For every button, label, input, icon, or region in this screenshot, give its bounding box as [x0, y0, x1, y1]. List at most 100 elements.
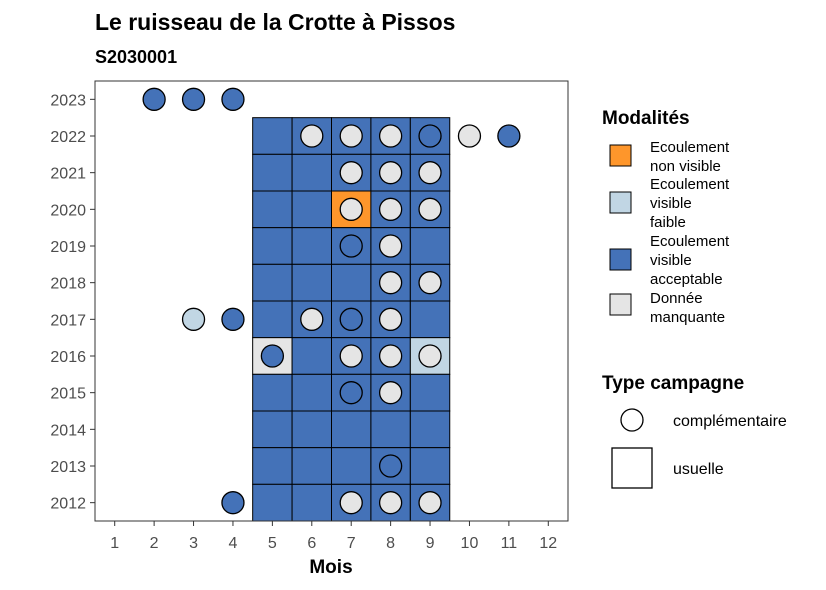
cell-2021-7 — [331, 153, 372, 192]
point-2022-7 — [339, 124, 363, 148]
legend-label-non_visible: Ecoulement non visible — [650, 139, 730, 175]
cell-2019-5 — [252, 227, 293, 265]
legend-modalites: Modalités Ecoulement non visibleEcoulemen… — [602, 108, 730, 326]
legend-key-acceptable — [609, 248, 632, 271]
legend-type-campagne-title: Type campagne — [602, 373, 744, 394]
x-tick-label: 8 — [386, 535, 395, 552]
y-tick-label: 2016 — [50, 349, 86, 366]
point-2012-7 — [339, 491, 363, 515]
point-2019-8 — [378, 234, 403, 258]
y-tick-label: 2015 — [50, 386, 86, 403]
point-2013-8 — [378, 454, 403, 478]
point-2015-8 — [378, 381, 403, 405]
point-2015-7 — [339, 381, 363, 405]
x-tick-label: 9 — [426, 535, 435, 552]
cell-2015-5 — [252, 373, 293, 412]
cell-2021-6 — [291, 153, 333, 192]
x-tick-label: 4 — [229, 535, 238, 552]
point-2012-8 — [378, 491, 403, 515]
legend-key-manquante — [609, 293, 632, 316]
legend-shape-label-square: usuelle — [673, 461, 724, 478]
point-2023-3 — [181, 87, 206, 111]
x-axis: 1 2 3 4 5 6 7 8 9 10 11 12 — [110, 521, 557, 552]
legend-key-faible — [609, 191, 632, 214]
point-2018-9 — [418, 271, 442, 295]
cell-2020-8 — [370, 190, 411, 229]
x-tick-label: 10 — [461, 535, 479, 552]
point-2016-9 — [418, 344, 442, 368]
point-2017-4 — [221, 307, 245, 331]
cell-2017-5 — [252, 300, 293, 339]
legend-key-non_visible — [609, 144, 632, 167]
point-2023-4 — [221, 87, 245, 111]
cell-2014-7 — [331, 410, 372, 449]
chart-subtitle: S2030001 — [95, 47, 177, 67]
cell-2013-7 — [331, 447, 372, 485]
y-tick-label: 2017 — [50, 312, 86, 329]
point-2017-8 — [378, 307, 403, 331]
point-2021-8 — [378, 161, 403, 185]
y-tick-label: 2013 — [50, 459, 86, 476]
point-2020-9 — [418, 197, 442, 221]
y-tick-label: 2019 — [50, 239, 86, 256]
cell-2013-6 — [291, 447, 333, 485]
usuelle-cells — [252, 117, 451, 522]
point-2020-8 — [378, 197, 403, 221]
y-tick-label: 2020 — [50, 202, 86, 219]
y-tick-label: 2021 — [50, 166, 86, 183]
point-2022-11 — [497, 124, 521, 148]
x-tick-label: 2 — [150, 535, 159, 552]
cell-2013-5 — [252, 447, 293, 485]
cell-2014-9 — [409, 410, 451, 449]
cell-2014-6 — [291, 410, 333, 449]
cell-2016-6 — [291, 337, 333, 375]
legend-label-acceptable: Ecoulement visible acceptable — [650, 233, 730, 288]
point-2012-4 — [221, 491, 245, 515]
y-tick-label: 2022 — [50, 129, 86, 146]
point-2018-8 — [378, 271, 403, 295]
point-2012-9 — [418, 491, 442, 515]
cell-2012-6 — [291, 483, 333, 522]
point-2016-8 — [378, 344, 403, 368]
legend-modalites-title: Modalités — [602, 108, 690, 129]
cell-2015-6 — [291, 373, 333, 412]
legend-shape-square — [611, 447, 653, 489]
point-2016-7 — [339, 344, 363, 368]
cell-2018-6 — [291, 263, 333, 302]
x-tick-label: 5 — [268, 535, 277, 552]
point-2022-9 — [418, 124, 442, 148]
y-tick-label: 2018 — [50, 276, 86, 293]
chart-title: Le ruisseau de la Crotte à Pissos — [95, 9, 455, 35]
point-2020-7 — [339, 197, 363, 221]
point-2022-10 — [457, 124, 482, 148]
y-tick-label: 2023 — [50, 92, 86, 109]
cell-2019-6 — [291, 227, 333, 265]
x-tick-label: 12 — [539, 535, 557, 552]
point-2022-6 — [300, 124, 324, 148]
x-tick-label: 6 — [307, 535, 316, 552]
y-tick-label: 2012 — [50, 496, 86, 513]
cell-2019-9 — [409, 227, 451, 265]
complementaire-points — [142, 87, 521, 515]
legend-type-campagne: Type campagne complémentaire usuelle — [602, 373, 787, 489]
point-2019-7 — [339, 234, 363, 258]
point-2017-3 — [181, 307, 206, 331]
point-2017-6 — [300, 307, 324, 331]
cell-2018-5 — [252, 263, 293, 302]
legend-label-manquante: Donnée manquante — [650, 290, 725, 326]
legend-shape-circle — [620, 408, 644, 432]
x-tick-label: 1 — [110, 535, 119, 552]
y-tick-label: 2014 — [50, 422, 86, 439]
legend-label-faible: Ecoulement visible faible — [650, 176, 730, 231]
y-axis: 2012 2013 2014 2015 2016 2017 2018 2019 2020 2021… — [50, 92, 95, 513]
cell-2020-6 — [291, 190, 333, 229]
cell-2012-5 — [252, 483, 293, 522]
x-axis-title: Mois — [309, 557, 352, 578]
cell-2017-9 — [409, 300, 451, 339]
cell-2014-5 — [252, 410, 293, 449]
point-2021-9 — [418, 161, 442, 185]
point-2017-7 — [339, 307, 363, 331]
point-2022-8 — [378, 124, 403, 148]
cell-2015-9 — [409, 373, 451, 412]
x-tick-label: 11 — [501, 535, 518, 552]
